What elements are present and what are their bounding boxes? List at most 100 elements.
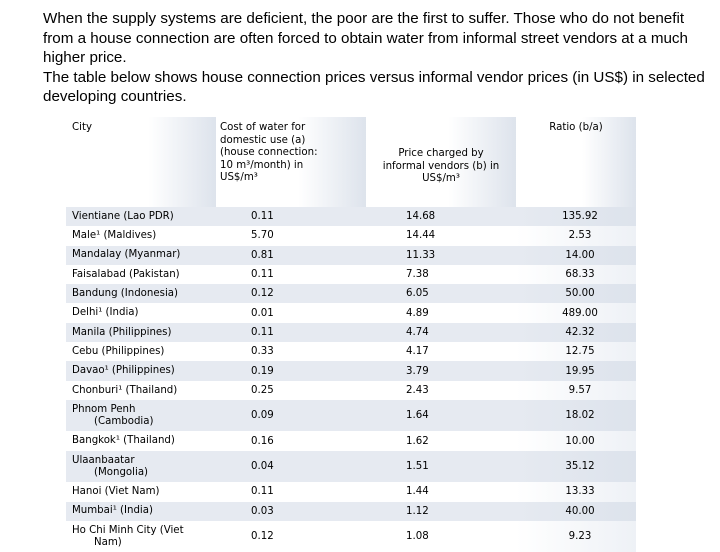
table-row: Ho Chi Minh City (Viet Nam) 0.12 1.08 9.23 xyxy=(66,520,636,552)
cell-ratio: 489.00 xyxy=(516,303,636,323)
cell-house-price: 0.03 xyxy=(216,501,366,521)
cell-ratio: 14.00 xyxy=(516,245,636,265)
cell-city: Ho Chi Minh City (Viet Nam) xyxy=(66,520,216,552)
city-name: Faisalabad (Pakistan) xyxy=(72,268,180,280)
cell-ratio: 35.12 xyxy=(516,450,636,483)
cell-ratio: 135.92 xyxy=(516,207,636,227)
cell-city: Manila (Philippines) xyxy=(66,322,216,343)
cell-vendor-price: 4.89 xyxy=(366,303,516,323)
city-name: Bangkok¹ (Thailand) xyxy=(72,435,175,447)
table-row: Vientiane (Lao PDR) 0.11 14.68 135.92 xyxy=(66,207,636,227)
cell-vendor-price: 14.44 xyxy=(366,226,516,246)
cell-house-price: 0.12 xyxy=(216,520,366,552)
cell-city: Delhi¹ (India) xyxy=(66,303,216,323)
cell-ratio: 50.00 xyxy=(516,284,636,304)
city-name: Vientiane (Lao PDR) xyxy=(72,210,174,222)
header-ratio: Ratio (b/a) xyxy=(516,117,636,207)
cell-city: Male¹ (Maldives) xyxy=(66,226,216,246)
table-row: Phnom Penh (Cambodia) 0.09 1.64 18.02 xyxy=(66,399,636,432)
cell-city: Cebu (Philippines) xyxy=(66,342,216,362)
cell-house-price: 5.70 xyxy=(216,226,366,246)
intro-paragraph-1: When the supply systems are deficient, t… xyxy=(43,10,688,67)
cell-vendor-price: 1.44 xyxy=(366,482,516,502)
cell-ratio: 13.33 xyxy=(516,482,636,502)
table-header-row: City Cost of water for domestic use (a)(… xyxy=(66,117,636,207)
cell-house-price: 0.81 xyxy=(216,245,366,265)
cell-house-price: 0.11 xyxy=(216,482,366,502)
city-name: Manila (Philippines) xyxy=(72,326,172,338)
cell-city: Hanoi (Viet Nam) xyxy=(66,482,216,502)
cell-vendor-price: 1.64 xyxy=(366,399,516,432)
cell-vendor-price: 1.62 xyxy=(366,431,516,451)
cell-city: Phnom Penh (Cambodia) xyxy=(66,399,216,432)
cell-ratio: 40.00 xyxy=(516,501,636,521)
cell-house-price: 0.12 xyxy=(216,284,366,304)
city-name: Chonburi¹ (Thailand) xyxy=(72,384,178,396)
cell-ratio: 2.53 xyxy=(516,226,636,246)
cell-ratio: 9.57 xyxy=(516,380,636,400)
cell-city: Faisalabad (Pakistan) xyxy=(66,264,216,285)
table-row: Davao¹ (Philippines) 0.19 3.79 19.95 xyxy=(66,361,636,381)
city-name: Delhi¹ (India) xyxy=(72,307,139,319)
header-house-price: Cost of water for domestic use (a)(house… xyxy=(216,117,366,207)
cell-vendor-price: 3.79 xyxy=(366,361,516,381)
cell-vendor-price: 14.68 xyxy=(366,207,516,227)
cell-city: Mumbai¹ (India) xyxy=(66,501,216,521)
table-row: Faisalabad (Pakistan) 0.11 7.38 68.33 xyxy=(66,264,636,285)
cell-house-price: 0.04 xyxy=(216,450,366,483)
cell-vendor-price: 1.51 xyxy=(366,450,516,483)
city-name: Mumbai¹ (India) xyxy=(72,505,153,517)
table-row: Bandung (Indonesia) 0.12 6.05 50.00 xyxy=(66,284,636,304)
city-name: Hanoi (Viet Nam) xyxy=(72,486,160,498)
cell-ratio: 18.02 xyxy=(516,399,636,432)
city-name: Phnom Penh xyxy=(72,404,136,416)
table-row: Ulaanbaatar (Mongolia) 0.04 1.51 35.12 xyxy=(66,450,636,483)
cell-city: Vientiane (Lao PDR) xyxy=(66,207,216,227)
cell-city: Davao¹ (Philippines) xyxy=(66,361,216,381)
cell-house-price: 0.16 xyxy=(216,431,366,451)
header-house-price-text: Cost of water for domestic use (a)(house… xyxy=(220,122,318,183)
cell-house-price: 0.09 xyxy=(216,399,366,432)
city-name: Mandalay (Myanmar) xyxy=(72,249,181,261)
table-row: Delhi¹ (India) 0.01 4.89 489.00 xyxy=(66,303,636,323)
cell-house-price: 0.25 xyxy=(216,380,366,400)
cell-ratio: 42.32 xyxy=(516,322,636,343)
city-name-continued: (Mongolia) xyxy=(94,466,149,478)
cell-city: Bandung (Indonesia) xyxy=(66,284,216,304)
city-name: Ho Chi Minh City (Viet xyxy=(72,525,184,537)
cell-house-price: 0.11 xyxy=(216,322,366,343)
city-name: Ulaanbaatar xyxy=(72,455,135,467)
cell-ratio: 19.95 xyxy=(516,361,636,381)
cell-vendor-price: 4.74 xyxy=(366,322,516,343)
cell-house-price: 0.01 xyxy=(216,303,366,323)
header-vendor-price-text: Price charged by informal vendors (b) in… xyxy=(382,148,500,185)
table-row: Mumbai¹ (India) 0.03 1.12 40.00 xyxy=(66,501,636,521)
cell-city: Chonburi¹ (Thailand) xyxy=(66,380,216,400)
city-name: Davao¹ (Philippines) xyxy=(72,365,175,377)
cell-ratio: 12.75 xyxy=(516,342,636,362)
city-name: Cebu (Philippines) xyxy=(72,345,165,357)
table-row: Bangkok¹ (Thailand) 0.16 1.62 10.00 xyxy=(66,431,636,451)
cell-ratio: 68.33 xyxy=(516,264,636,285)
city-name-continued: Nam) xyxy=(94,536,122,548)
cell-city: Ulaanbaatar (Mongolia) xyxy=(66,450,216,483)
cell-vendor-price: 6.05 xyxy=(366,284,516,304)
cell-house-price: 0.19 xyxy=(216,361,366,381)
city-name: Bandung (Indonesia) xyxy=(72,288,178,300)
header-city: City xyxy=(66,117,216,207)
cell-ratio: 10.00 xyxy=(516,431,636,451)
table-row: Male¹ (Maldives) 5.70 14.44 2.53 xyxy=(66,226,636,246)
cell-house-price: 0.11 xyxy=(216,264,366,285)
table-row: Chonburi¹ (Thailand) 0.25 2.43 9.57 xyxy=(66,380,636,400)
cell-ratio: 9.23 xyxy=(516,520,636,552)
table-body: Vientiane (Lao PDR) 0.11 14.68 135.92 Male¹ … xyxy=(66,207,636,552)
cell-vendor-price: 2.43 xyxy=(366,380,516,400)
cell-city: Mandalay (Myanmar) xyxy=(66,245,216,265)
water-price-table: City Cost of water for domestic use (a)(… xyxy=(66,117,636,552)
cell-vendor-price: 7.38 xyxy=(366,264,516,285)
intro-paragraph-2: The table below shows house connection p… xyxy=(43,68,705,106)
city-name-continued: (Cambodia) xyxy=(94,415,154,427)
cell-city: Bangkok¹ (Thailand) xyxy=(66,431,216,451)
cell-house-price: 0.11 xyxy=(216,207,366,227)
city-name: Male¹ (Maldives) xyxy=(72,230,157,242)
